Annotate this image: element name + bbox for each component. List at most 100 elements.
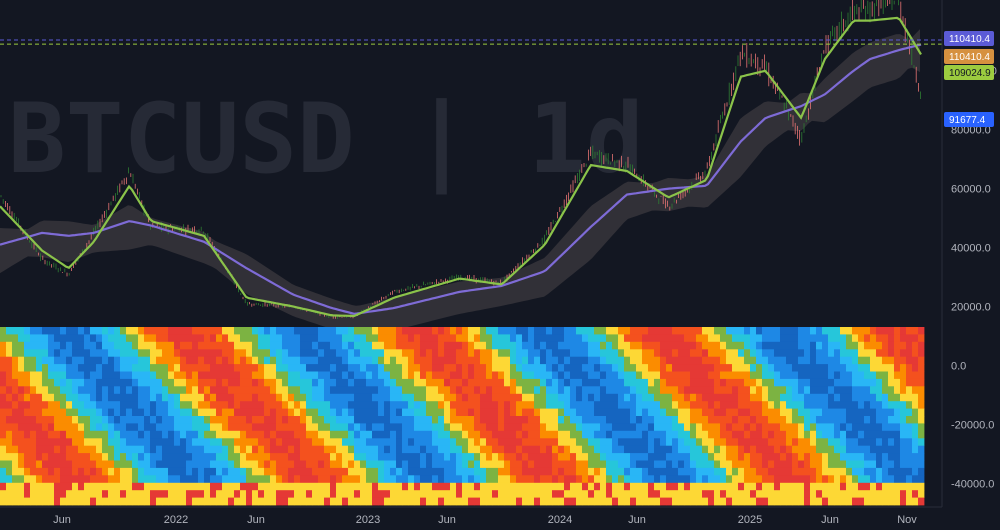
heatmap-cell <box>174 349 181 358</box>
heatmap-cell <box>324 401 331 410</box>
heatmap-cell <box>90 401 97 410</box>
heatmap-cell <box>216 364 223 372</box>
heatmap-cell <box>0 497 7 506</box>
heatmap-cell <box>558 401 565 410</box>
heatmap-cell <box>438 364 445 372</box>
heatmap-cell <box>54 386 61 395</box>
heatmap-cell <box>474 453 481 461</box>
x-axis[interactable]: Jun 2022 Jun 2023 Jun 2024 Jun 2025 Jun Nov <box>0 506 942 526</box>
heatmap-cell <box>330 445 337 454</box>
heatmap-cell <box>138 416 145 424</box>
heatmap-cell <box>510 371 517 380</box>
heatmap-cell <box>540 430 547 439</box>
heatmap-cell <box>414 327 421 335</box>
heatmap-cell <box>48 445 55 454</box>
heatmap-cell <box>228 482 235 491</box>
heatmap-cell <box>234 453 241 461</box>
heatmap-cell <box>684 356 691 365</box>
heatmap-cell <box>282 430 289 439</box>
heatmap-cell <box>666 430 673 439</box>
heatmap-cell <box>432 393 439 402</box>
heatmap-cell <box>672 490 679 499</box>
heatmap-cell <box>648 490 655 499</box>
heatmap-cell <box>468 371 475 380</box>
heatmap-cell <box>708 490 715 499</box>
heatmap-cell <box>870 386 877 395</box>
heatmap-cell <box>408 393 415 402</box>
heatmap-cell <box>18 341 25 350</box>
heatmap-cell <box>288 423 295 432</box>
heatmap-cell <box>336 371 343 380</box>
heatmap-cell <box>66 475 73 484</box>
heatmap-cell <box>132 356 139 365</box>
heatmap-cell <box>648 416 655 424</box>
heatmap-cell <box>678 497 685 506</box>
heatmap-cell <box>678 327 685 335</box>
heatmap-cell <box>684 475 691 484</box>
heatmap-cell <box>840 475 847 484</box>
heatmap-cell <box>588 327 595 335</box>
heatmap-cell <box>822 430 829 439</box>
heatmap-cell <box>600 467 607 476</box>
heatmap-cell <box>108 349 115 358</box>
heatmap-cell <box>42 386 49 395</box>
heatmap-cell <box>888 378 895 387</box>
heatmap-cell <box>12 475 19 484</box>
heatmap-cell <box>36 475 43 484</box>
heatmap-cell <box>144 341 151 350</box>
heatmap-cell <box>120 475 127 484</box>
heatmap-cell <box>420 453 427 461</box>
heatmap-cell <box>252 401 259 410</box>
heatmap-cell <box>726 490 733 499</box>
heatmap-cell <box>276 453 283 461</box>
fast-ma-line <box>0 16 922 318</box>
heatmap-cell <box>900 430 907 439</box>
heatmap-cell <box>516 334 523 343</box>
heatmap-cell <box>216 378 223 387</box>
heatmap-cell <box>228 416 235 424</box>
heatmap-cell <box>834 341 841 350</box>
heatmap-cell <box>708 475 715 484</box>
heatmap-cell <box>858 334 865 343</box>
heatmap-cell <box>894 482 901 491</box>
heatmap-cell <box>570 386 577 395</box>
heatmap-cell <box>720 416 727 424</box>
heatmap-cell <box>12 430 19 439</box>
heatmap-cell <box>84 490 91 499</box>
heatmap-cell <box>702 364 709 372</box>
heatmap-cell <box>702 408 709 417</box>
heatmap-cell <box>720 371 727 380</box>
heatmap-cell <box>384 438 391 447</box>
heatmap-cell <box>510 467 517 476</box>
heatmap-cell <box>726 371 733 380</box>
heatmap-cell <box>444 430 451 439</box>
heatmap-cell <box>42 438 49 447</box>
heatmap-cell <box>870 430 877 439</box>
heatmap-cell <box>540 341 547 350</box>
heatmap-cell <box>348 401 355 410</box>
heatmap-cell <box>516 378 523 387</box>
heatmap-cell <box>252 482 259 491</box>
heatmap-cell <box>852 467 859 476</box>
heatmap-cell <box>420 327 427 335</box>
heatmap-cell <box>798 460 805 469</box>
heatmap-cell <box>174 416 181 424</box>
heatmap-cell <box>720 497 727 506</box>
heatmap-cell <box>708 341 715 350</box>
heatmap-cell <box>132 371 139 380</box>
heatmap-cell <box>192 371 199 380</box>
heatmap-cell <box>330 327 337 335</box>
heatmap-cell <box>852 327 859 335</box>
heatmap-cell <box>180 393 187 402</box>
heatmap-cell <box>888 453 895 461</box>
heatmap-cell <box>780 482 787 491</box>
heatmap-cell <box>366 371 373 380</box>
heatmap-cell <box>744 349 751 358</box>
heatmap-cell <box>324 364 331 372</box>
heatmap-cell <box>612 416 619 424</box>
heatmap-cell <box>630 371 637 380</box>
heatmap-cell <box>474 334 481 343</box>
heatmap-cell <box>684 460 691 469</box>
heatmap-cell <box>144 364 151 372</box>
